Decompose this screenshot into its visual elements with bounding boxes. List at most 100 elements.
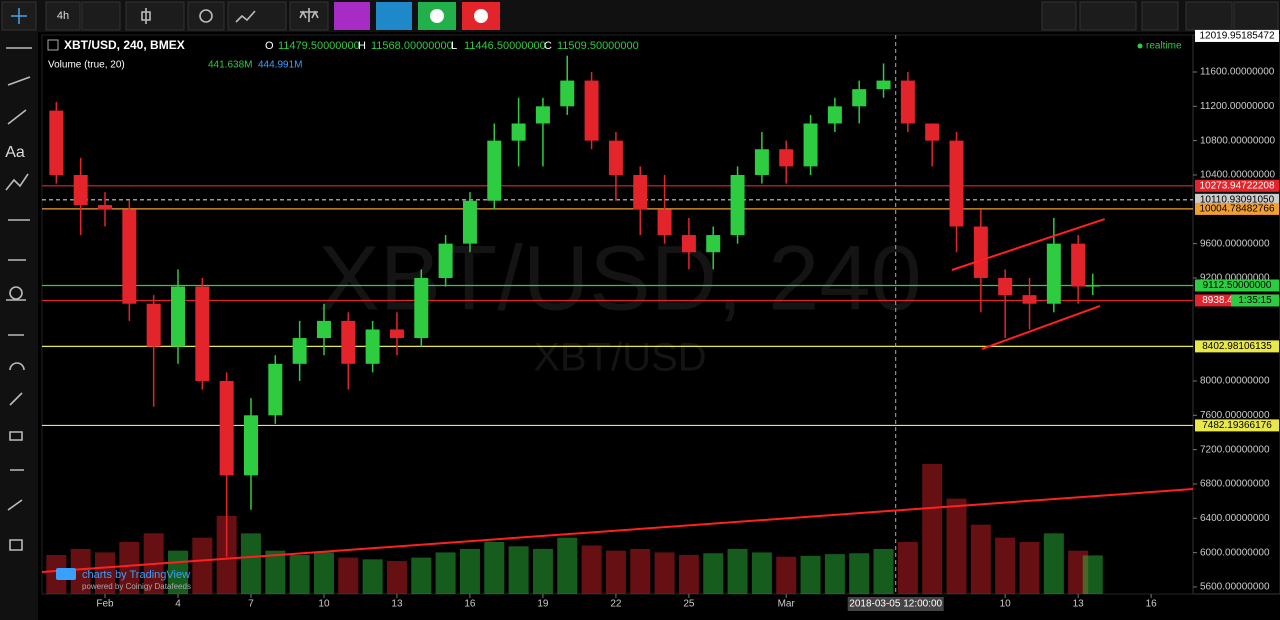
realtime-label: realtime [1146,41,1182,52]
price-level-label: 10273.94722208 [1199,180,1275,191]
legend-toggle [47,39,59,51]
y-tick-label: 11600.00000000 [1200,67,1275,78]
ohlc-key: C [544,40,552,52]
announce-button[interactable] [376,2,412,30]
x-tick-label: 16 [1146,599,1158,610]
x-tick-label: 19 [537,599,549,610]
settings-icon [199,9,213,23]
volume-bar [95,552,116,594]
x-tick-label: 13 [1073,599,1085,610]
zoom-tool[interactable] [9,286,23,300]
candle-body [949,140,964,227]
volume-bar [289,555,310,594]
drawing-tools[interactable] [5,47,32,301]
volume-bar [1082,555,1103,594]
volume-bar [1043,533,1064,594]
candle-body [779,149,794,167]
y-tick-label: 9200.00000000 [1200,273,1270,284]
crosshair-button[interactable] [1,1,37,31]
volume-bar [557,537,578,594]
candle-body [1046,243,1061,304]
candle-body [633,174,648,210]
ohlc-value: 11446.50000000 [464,40,546,52]
volume-bar [459,548,480,594]
credit: charts by TradingView [82,569,190,581]
y-tick-label: 11200.00000000 [1200,101,1275,112]
y-tick-label: 10800.00000000 [1200,135,1276,146]
candle-body [706,235,721,253]
load-button[interactable] [1185,1,1233,31]
ohlc-value: 11509.50000000 [557,40,639,52]
candle-body [195,286,210,381]
undo-redo-button[interactable] [1079,1,1137,31]
save-button[interactable] [1233,1,1279,31]
price-level-label: 12019.95185472 [1199,31,1275,42]
x-tick-label: 7 [248,599,254,610]
countdown: 1:35:15 [1238,295,1272,306]
alerts-button[interactable] [334,2,370,30]
settings-button[interactable] [187,1,225,31]
compare-icon [299,8,319,22]
fullscreen-button[interactable] [1041,1,1077,31]
volume-bar [338,557,359,594]
volume-bar [411,557,432,594]
volume-bar [484,542,505,594]
candle-body [973,226,988,278]
watermark: XBT/USD, 240 [318,227,921,329]
x-tick-label: 22 [610,599,622,610]
indicators-icon [235,10,256,23]
price-axis [1192,34,1280,595]
chart-style-button[interactable] [125,1,185,31]
trendline [981,305,1101,350]
candle-body [1071,243,1086,287]
watermark-sub: XBT/USD [533,336,706,380]
indicators-button[interactable] [227,1,287,31]
candle-body [1022,295,1037,304]
ohlc-key: O [265,40,274,52]
volume-bar [630,548,651,594]
candle-body [170,286,185,347]
candle-body [268,363,283,416]
volume-bar [532,548,553,594]
plot-frame [41,34,1194,595]
left-toolbar [0,32,38,620]
interval-menu[interactable] [81,1,121,31]
price-level-label: 10004.78482766 [1199,204,1275,215]
candle-body [900,80,915,124]
credit-sub: powered by Coinigy Datafeeds [82,582,191,591]
x-tick-label: Mar [778,599,796,610]
screenshot-button[interactable] [1141,1,1179,31]
candle-body [1085,285,1100,287]
candle-body [925,123,940,141]
candle-body [98,205,113,210]
sell-icon [474,9,488,23]
text-tool[interactable]: Aa [5,144,25,161]
volume-bar [849,553,870,594]
candle-body [73,174,88,206]
y-tick-label: 7600.00000000 [1200,410,1270,421]
volume-bar [435,552,456,594]
utility-tools[interactable] [7,334,25,551]
y-tick-label: 7200.00000000 [1200,444,1270,455]
candle-body [122,209,137,304]
candle-body [292,338,307,364]
x-tick-label: 4 [175,599,181,610]
candle-body [754,149,769,175]
volume-bar [508,546,529,594]
volume-bar [751,552,772,594]
interval-button[interactable] [45,1,81,31]
countdown-tag [1231,294,1279,307]
crosshair-date-tag [847,597,944,611]
candle-body [535,106,550,124]
volume-bar [727,548,748,594]
volume-bar [800,555,821,594]
candle-body [608,140,623,175]
volume-bar [1019,542,1040,594]
price-level-label: 7482.19366176 [1202,420,1272,431]
volume-bar [873,548,894,594]
compare-button[interactable] [289,1,329,31]
trendline [951,218,1106,271]
volume-bar [581,545,602,594]
y-tick-label: 10400.00000000 [1200,170,1276,181]
